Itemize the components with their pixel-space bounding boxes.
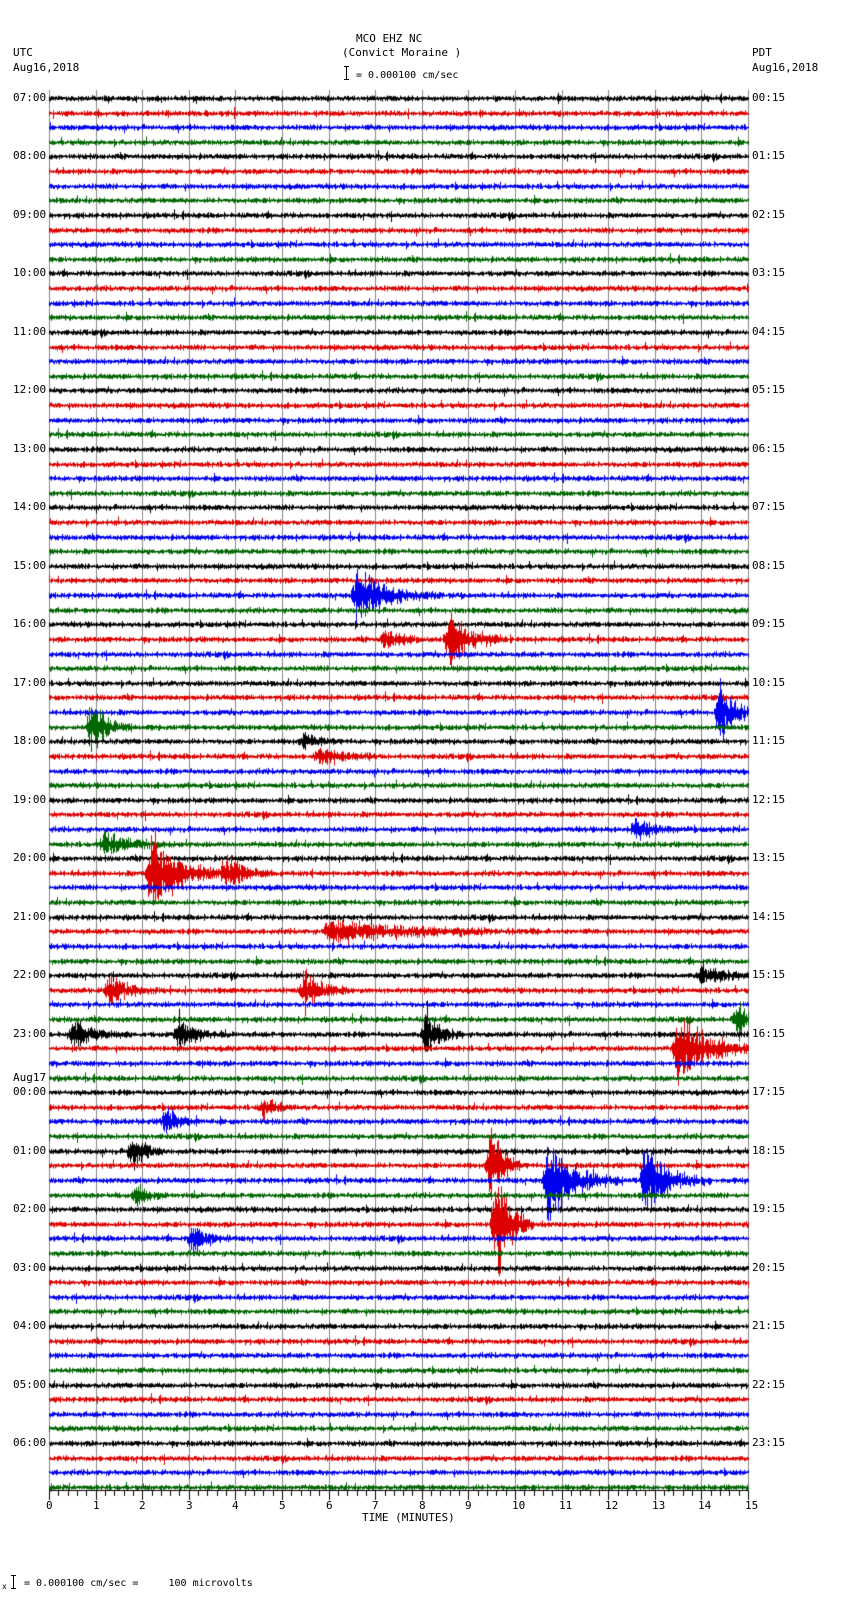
x-tick-label: 0 bbox=[46, 1499, 53, 1512]
pdt-time-label: 05:15 bbox=[752, 383, 786, 397]
footer-scale-note: = 0.000100 cm/sec = 100 microvolts bbox=[24, 1578, 253, 1589]
pdt-time-label: 23:15 bbox=[752, 1436, 786, 1450]
pdt-time-label: 20:15 bbox=[752, 1260, 786, 1274]
utc-time-label: 08:00 bbox=[13, 149, 47, 163]
pdt-time-label: 13:15 bbox=[752, 851, 786, 865]
x-tick-label: 6 bbox=[326, 1499, 333, 1512]
pdt-time-label: 10:15 bbox=[752, 675, 786, 689]
utc-time-label: 14:00 bbox=[13, 500, 47, 514]
x-tick-label: 8 bbox=[419, 1499, 426, 1512]
pdt-time-label: 16:15 bbox=[752, 1026, 786, 1040]
x-tick-label: 15 bbox=[745, 1499, 759, 1512]
utc-time-label: 00:00 bbox=[13, 1085, 47, 1099]
utc-time-label: 23:00 bbox=[13, 1026, 47, 1040]
pdt-time-label: 19:15 bbox=[752, 1202, 786, 1216]
pdt-time-label: 01:15 bbox=[752, 149, 786, 163]
pdt-time-label: 06:15 bbox=[752, 441, 786, 455]
x-tick-label: 3 bbox=[186, 1499, 193, 1512]
pdt-time-label: 22:15 bbox=[752, 1377, 786, 1391]
date-label: Aug17 bbox=[13, 1071, 47, 1085]
footer-scale-bar-icon bbox=[11, 1575, 16, 1589]
utc-time-label: 22:00 bbox=[13, 968, 47, 982]
pdt-time-label: 14:15 bbox=[752, 909, 786, 923]
utc-time-label: 02:00 bbox=[13, 1202, 47, 1216]
x-tick-label: 12 bbox=[605, 1499, 619, 1512]
utc-time-label: 18:00 bbox=[13, 734, 47, 748]
x-tick-label: 7 bbox=[372, 1499, 379, 1512]
utc-time-label: 10:00 bbox=[13, 266, 47, 280]
utc-time-label: 17:00 bbox=[13, 675, 47, 689]
x-tick-label: 10 bbox=[512, 1499, 526, 1512]
x-tick-label: 5 bbox=[279, 1499, 286, 1512]
pdt-time-label: 03:15 bbox=[752, 266, 786, 280]
x-axis-title: TIME (MINUTES) bbox=[362, 1511, 455, 1524]
footer-prefix: x bbox=[2, 1582, 7, 1591]
x-tick-label: 13 bbox=[652, 1499, 666, 1512]
utc-time-label: 05:00 bbox=[13, 1377, 47, 1391]
pdt-time-label: 15:15 bbox=[752, 968, 786, 982]
pdt-time-label: 07:15 bbox=[752, 500, 786, 514]
utc-time-label: 16:00 bbox=[13, 617, 47, 631]
pdt-time-label: 21:15 bbox=[752, 1319, 786, 1333]
pdt-time-label: 12:15 bbox=[752, 792, 786, 806]
utc-time-label: 13:00 bbox=[13, 441, 47, 455]
x-tick-label: 1 bbox=[93, 1499, 100, 1512]
utc-time-label: 12:00 bbox=[13, 383, 47, 397]
utc-time-label: 19:00 bbox=[13, 792, 47, 806]
x-tick-label: 9 bbox=[465, 1499, 472, 1512]
x-tick-label: 11 bbox=[559, 1499, 573, 1512]
pdt-time-label: 00:15 bbox=[752, 91, 786, 104]
utc-time-label: 06:00 bbox=[13, 1436, 47, 1450]
pdt-time-label: 02:15 bbox=[752, 207, 786, 221]
pdt-time-label: 08:15 bbox=[752, 558, 786, 572]
utc-time-label: 03:00 bbox=[13, 1260, 47, 1274]
utc-time-label: 07:00 bbox=[13, 91, 47, 104]
pdt-time-label: 09:15 bbox=[752, 617, 786, 631]
utc-time-label: 21:00 bbox=[13, 909, 47, 923]
pdt-time-label: 17:15 bbox=[752, 1085, 786, 1099]
utc-time-label: 09:00 bbox=[13, 207, 47, 221]
pdt-time-label: 11:15 bbox=[752, 734, 786, 748]
x-tick-label: 14 bbox=[698, 1499, 712, 1512]
utc-time-label: 11:00 bbox=[13, 324, 47, 338]
pdt-time-label: 04:15 bbox=[752, 324, 786, 338]
utc-time-label: 04:00 bbox=[13, 1319, 47, 1333]
utc-time-label: 20:00 bbox=[13, 851, 47, 865]
pdt-time-label: 18:15 bbox=[752, 1143, 786, 1157]
utc-time-label: 15:00 bbox=[13, 558, 47, 572]
x-tick-label: 4 bbox=[232, 1499, 239, 1512]
utc-time-label: 01:00 bbox=[13, 1143, 47, 1157]
x-tick-label: 2 bbox=[139, 1499, 146, 1512]
